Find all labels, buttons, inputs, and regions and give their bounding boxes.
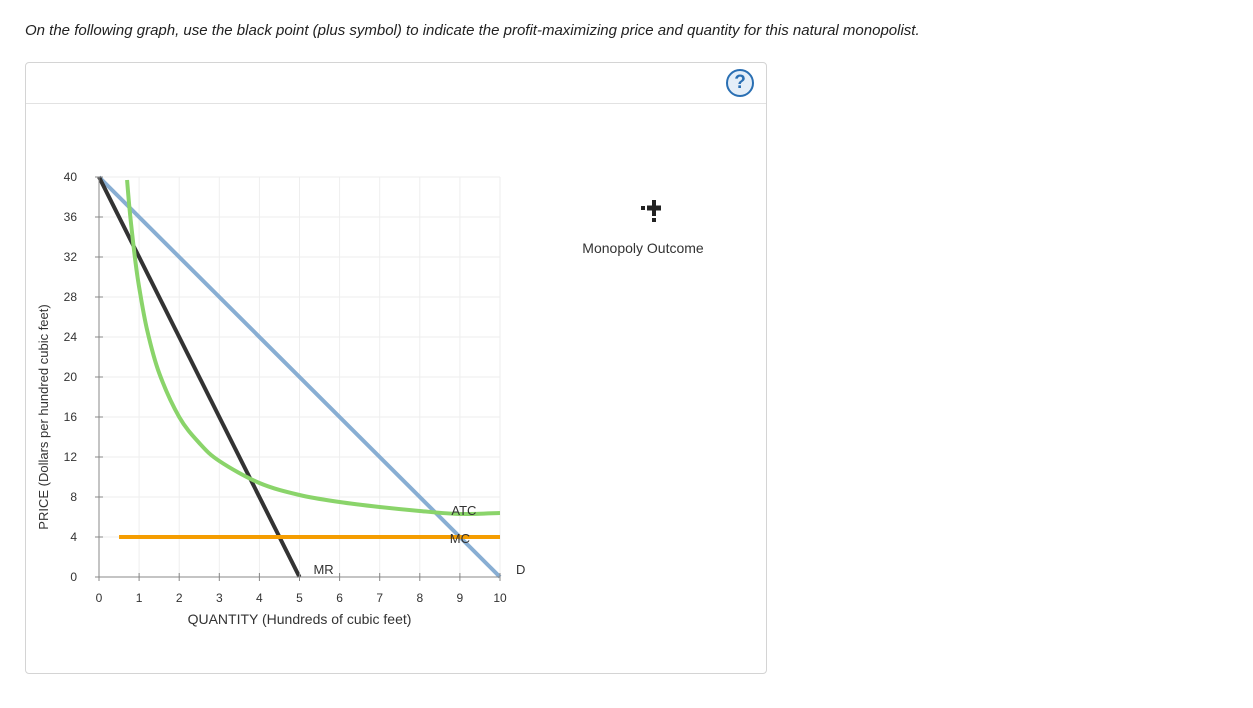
x-tick-label: 2	[176, 591, 183, 605]
x-tick-label: 5	[296, 591, 303, 605]
series-label-mc: MC	[450, 531, 470, 546]
x-tick-label: 7	[376, 591, 383, 605]
palette-square-icon	[641, 206, 645, 210]
x-tick-label: 3	[216, 591, 223, 605]
palette-plus-horizontal	[647, 205, 661, 211]
x-tick-label: 10	[493, 591, 507, 605]
y-tick-label: 12	[64, 450, 78, 464]
y-tick-label: 20	[64, 370, 78, 384]
x-tick-label: 9	[457, 591, 464, 605]
curve-atc	[125, 179, 501, 517]
instructions-text: On the following graph, use the black po…	[25, 22, 920, 39]
y-tick-label: 8	[70, 490, 77, 504]
y-tick-label: 16	[64, 410, 78, 424]
y-tick-label: 28	[64, 290, 78, 304]
x-tick-label: 4	[256, 591, 263, 605]
y-tick-label: 0	[70, 570, 77, 584]
help-icon[interactable]: ?	[726, 69, 754, 97]
series-label-atc: ATC	[451, 503, 476, 518]
series-label-d: D	[516, 562, 525, 577]
palette-dot	[652, 218, 656, 222]
series-label-mr: MR	[313, 562, 333, 577]
plus-point-icon[interactable]	[638, 197, 668, 227]
y-tick-label: 36	[64, 210, 78, 224]
y-tick-label: 32	[64, 250, 78, 264]
axes	[95, 176, 501, 581]
y-tick-label: 40	[64, 170, 78, 184]
x-tick-label: 8	[416, 591, 423, 605]
x-tick-label: 6	[336, 591, 343, 605]
curves	[97, 175, 502, 579]
graph-panel: ? 0 4 8 12 16 20 24 28 32 36 40 0 1 2 3 4 5 6 7 8 9 10 QUANTIT…	[25, 62, 767, 674]
palette-label: Monopoly Outcome	[582, 240, 704, 256]
panel-header: ?	[26, 63, 766, 104]
y-tick-label: 24	[64, 330, 78, 344]
x-axis-label: QUANTITY (Hundreds of cubic feet)	[188, 611, 412, 627]
x-tick-label: 1	[136, 591, 143, 605]
y-tick-label: 4	[70, 530, 77, 544]
y-axis-label: PRICE (Dollars per hundred cubic feet)	[36, 304, 51, 529]
x-tick-label: 0	[96, 591, 103, 605]
